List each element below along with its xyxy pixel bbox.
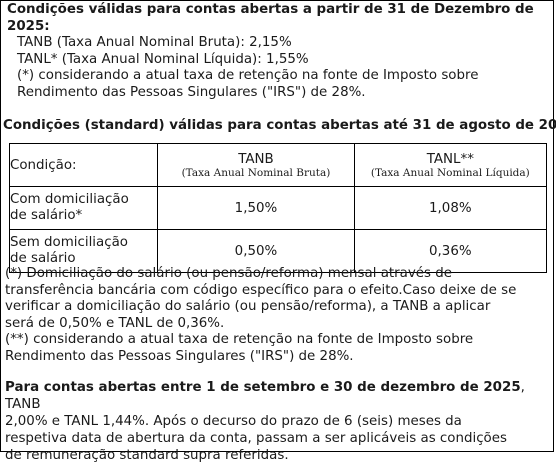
header-tanl-sub: (Taxa Anual Nominal Líquida) — [370, 166, 530, 179]
footnote-line3: verificar a domiciliação do salário (ou … — [5, 299, 491, 314]
table-header-row: Condição: TANB (Taxa Anual Nominal Bruta… — [8, 143, 548, 187]
footnote-line1: (*) Domiciliação do salário (ou pensão/r… — [5, 266, 453, 281]
row-condition-line1: Sem domiciliação — [10, 234, 128, 250]
row-condition-line2: de salário — [10, 251, 76, 266]
section3-line1: Para contas abertas entre 1 de setembro … — [5, 379, 553, 413]
row-condition-line1: Com domiciliação — [10, 191, 129, 207]
section3-line1-rest: , TANB — [5, 380, 525, 412]
section1-heading-line2: 2025: — [7, 19, 50, 34]
footnote-line5: (**) considerando a atual taxa de retenç… — [5, 332, 474, 347]
table-row: Com domiciliação de salário* 1,50% 1,08% — [8, 186, 548, 230]
table-row: Sem domiciliação de salário 0,50% 0,36% — [8, 229, 548, 273]
footnotes: (*) Domiciliação do salário (ou pensão/r… — [5, 266, 553, 365]
header-tanb-label: TANB — [238, 151, 274, 167]
header-tanb: TANB (Taxa Anual Nominal Bruta) — [157, 143, 355, 187]
footnote-line2: transferência bancária com código especí… — [5, 282, 517, 298]
row-condition-line2: de salário* — [10, 208, 83, 223]
section-current-conditions: Condições válidas para contas abertas a … — [7, 1, 553, 101]
row-condition: Com domiciliação de salário* — [8, 186, 159, 230]
header-tanb-sub: (Taxa Anual Nominal Bruta) — [181, 166, 331, 179]
row-tanl: 0,36% — [353, 229, 548, 273]
irs-note-line2: Rendimento das Pessoas Singulares ("IRS"… — [17, 84, 366, 100]
header-condition: Condição: — [8, 143, 159, 187]
section2-heading: Condições (standard) válidas para contas… — [3, 118, 556, 133]
section3-bold: Para contas abertas entre 1 de setembro … — [5, 380, 521, 395]
header-tanl-label: TANL** — [426, 151, 474, 167]
section-transitional-conditions: Para contas abertas entre 1 de setembro … — [5, 379, 553, 464]
tanb-line: TANB (Taxa Anual Nominal Bruta): 2,15% — [17, 35, 292, 50]
rates-table: Condição: TANB (Taxa Anual Nominal Bruta… — [8, 143, 548, 273]
section3-line3: respetiva data de abertura da conta, pas… — [5, 431, 507, 446]
irs-note-line1: (*) considerando a atual taxa de retençã… — [17, 68, 479, 83]
header-tanl: TANL** (Taxa Anual Nominal Líquida) — [353, 143, 548, 187]
tanl-line: TANL* (Taxa Anual Nominal Líquida): 1,55… — [17, 51, 309, 67]
row-tanb: 0,50% — [157, 229, 355, 273]
section-standard-conditions: Condições (standard) válidas para contas… — [3, 117, 556, 134]
section3-line4: de remuneração standard supra referidas. — [5, 448, 289, 463]
section3-line2: 2,00% e TANL 1,44%. Após o decurso do pr… — [5, 414, 462, 429]
section1-heading-line1: Condições válidas para contas abertas a … — [7, 2, 534, 17]
footnote-line4: será de 0,50% e TANL de 0,36%. — [5, 315, 225, 331]
row-tanl: 1,08% — [353, 186, 548, 230]
row-tanb: 1,50% — [157, 186, 355, 230]
footnote-line6: Rendimento das Pessoas Singulares ("IRS"… — [5, 348, 354, 364]
row-condition: Sem domiciliação de salário — [8, 229, 159, 273]
